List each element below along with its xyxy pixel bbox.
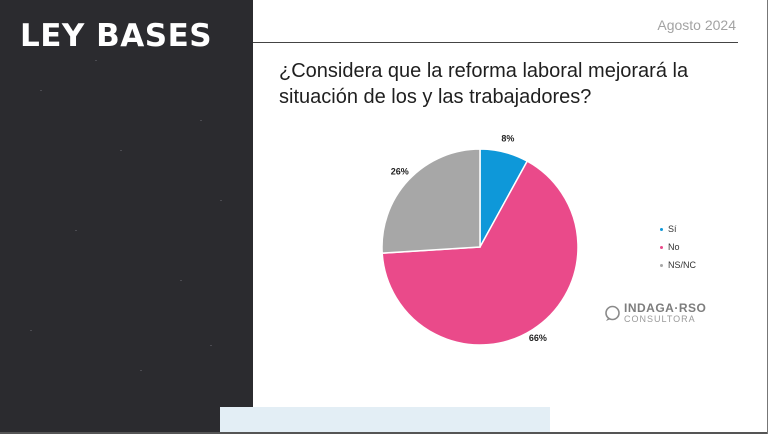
legend-item: No: [660, 238, 696, 256]
report-date: Agosto 2024: [657, 17, 736, 33]
texture-speck: [140, 370, 142, 371]
data-label: 66%: [529, 333, 547, 343]
texture-speck: [210, 345, 212, 346]
texture-speck: [95, 60, 97, 61]
legend-label: No: [668, 242, 680, 252]
legend-swatch: [660, 245, 663, 249]
pie-chart: 8% 66% 26%: [381, 134, 579, 346]
data-label: 26%: [391, 167, 409, 177]
speech-bubble-icon: [605, 305, 620, 321]
logo-subtitle: CONSULTORA: [624, 314, 696, 324]
texture-speck: [75, 230, 77, 231]
texture-speck: [220, 200, 222, 201]
pie-slice-ns-nc: [381, 148, 481, 254]
legend-label: NS/NC: [668, 260, 697, 270]
texture-speck: [30, 330, 32, 331]
consultancy-logo: INDAGA·RSO CONSULTORA: [604, 302, 706, 324]
frame-border-bottom: [0, 432, 768, 434]
header-divider: [253, 42, 738, 43]
logo-name: INDAGA·RSO: [624, 301, 707, 315]
pie-slice-no: [381, 160, 579, 346]
texture-speck: [40, 90, 42, 91]
survey-question: ¿Considera que la reforma laboral mejora…: [279, 60, 689, 108]
legend-swatch: [660, 227, 663, 231]
data-label: 8%: [501, 134, 514, 144]
texture-speck: [180, 280, 182, 281]
texture-speck: [120, 150, 122, 151]
bottom-bar: [220, 407, 550, 434]
texture-speck: [200, 120, 202, 121]
sidebar-panel: LEY BASES: [0, 0, 253, 434]
legend-item: NS/NC: [660, 256, 696, 274]
chart-legend: Sí No NS/NC: [660, 220, 696, 274]
legend-item: Sí: [660, 220, 696, 238]
brand-title: LEY BASES: [20, 18, 213, 54]
legend-swatch: [660, 263, 663, 267]
legend-label: Sí: [668, 224, 677, 234]
